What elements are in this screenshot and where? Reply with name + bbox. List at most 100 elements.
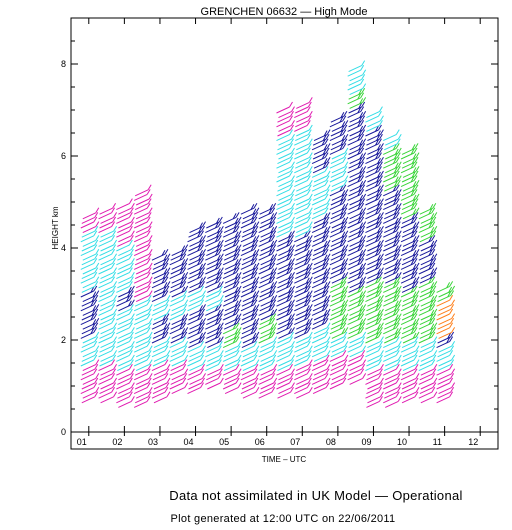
wind-barb (152, 258, 170, 270)
wind-barb (419, 327, 437, 339)
wind-barb (330, 331, 348, 344)
wind-barb (98, 373, 116, 385)
wind-barb (135, 207, 153, 220)
y-axis-ticks: 0 2 4 6 8 (61, 17, 498, 437)
wind-barb (401, 336, 419, 349)
wind-barb (224, 271, 242, 284)
wind-barb (258, 262, 276, 275)
wind-barb (311, 359, 329, 372)
wind-barb (438, 313, 456, 326)
wind-barb (329, 198, 347, 211)
wind-barb (80, 244, 98, 257)
wind-barb (385, 396, 402, 408)
wind-barb (367, 308, 384, 321)
wind-barb (100, 350, 118, 362)
wind-barb (100, 281, 118, 293)
wind-barb (259, 340, 277, 353)
wind-barb (170, 317, 188, 330)
wind-barb (189, 235, 206, 247)
wind-barb (347, 161, 365, 174)
wind-barb (347, 133, 365, 146)
wind-barb (296, 248, 313, 261)
wind-barb (418, 304, 436, 316)
wind-barb (329, 294, 347, 307)
wind-barb (365, 138, 382, 151)
wind-barb (277, 373, 294, 385)
wind-barb (187, 299, 204, 312)
wind-barb (348, 87, 366, 100)
wind-barb (295, 129, 312, 142)
wind-barb (278, 175, 295, 188)
wind-barb (224, 299, 242, 312)
wind-barb (402, 166, 420, 178)
wind-barb (222, 336, 240, 349)
wind-barb (348, 212, 366, 224)
wind-barb (242, 386, 260, 399)
wind-barb (134, 184, 152, 197)
wind-barb (385, 147, 402, 160)
wind-barb (260, 308, 278, 321)
wind-barb (116, 281, 133, 293)
wind-barb (365, 331, 382, 344)
wind-barb (151, 386, 169, 399)
wind-barb (241, 239, 259, 252)
wind-barb (348, 129, 366, 142)
wind-barb (116, 391, 133, 404)
wind-barb (367, 129, 384, 142)
wind-barb (294, 258, 311, 270)
wind-barb (294, 120, 311, 132)
wind-barb (437, 290, 455, 303)
wind-barb (296, 152, 313, 165)
wind-barb (242, 373, 260, 385)
wind-barb (367, 336, 384, 349)
wind-barb (311, 221, 329, 234)
wind-barb (207, 225, 224, 238)
wind-barb (98, 304, 116, 316)
wind-barb (437, 373, 455, 385)
wind-barb (152, 271, 170, 284)
wind-barb (81, 239, 99, 252)
wind-barb (312, 299, 330, 312)
wind-barb (117, 373, 134, 385)
assimilation-status: Data not assimilated in UK Model — Opera… (169, 488, 462, 503)
wind-barb (312, 147, 330, 160)
wind-barb (329, 225, 347, 238)
wind-barb (133, 313, 151, 326)
wind-barb (259, 368, 277, 381)
wind-barb (240, 340, 258, 353)
wind-barb (419, 244, 437, 257)
wind-barb (205, 221, 222, 234)
wind-barb (420, 267, 438, 280)
wind-barb (312, 368, 330, 381)
wind-barb (151, 345, 169, 358)
x-tick-label: 11 (433, 437, 442, 447)
wind-barb (402, 386, 420, 399)
wind-barb (240, 216, 258, 229)
wind-barb (418, 248, 436, 261)
wind-barb (169, 267, 187, 280)
wind-barb (349, 83, 367, 96)
wind-barb (347, 327, 365, 339)
wind-barb (134, 239, 152, 252)
wind-barb (383, 225, 400, 238)
wind-barb (206, 313, 223, 326)
wind-barb (330, 166, 348, 178)
wind-barb (330, 207, 348, 220)
wind-barb (118, 230, 135, 243)
wind-barb (278, 133, 295, 146)
wind-barb (401, 391, 419, 404)
wind-barb (205, 317, 222, 330)
wind-barb (223, 276, 241, 289)
wind-barb (98, 235, 116, 247)
wind-barb (294, 382, 311, 395)
wind-barb (151, 373, 169, 385)
wind-barb (347, 189, 365, 201)
wind-barb (294, 189, 311, 201)
wind-barb (349, 276, 367, 289)
wind-barb (80, 327, 98, 339)
wind-barb (242, 304, 260, 316)
wind-barb (384, 207, 401, 220)
wind-barb (296, 138, 313, 151)
wind-barb (135, 331, 153, 344)
x-tick-label: 12 (468, 437, 478, 447)
